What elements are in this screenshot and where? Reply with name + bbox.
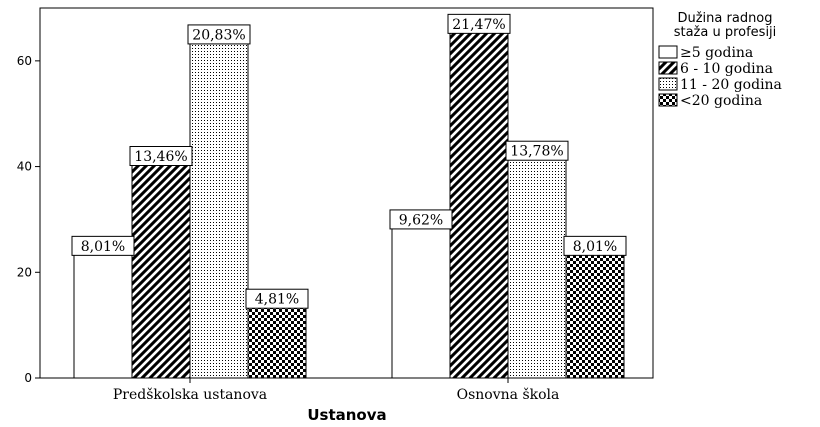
bar [189,33,249,379]
data-label: 13,46% [134,149,187,165]
legend-item-label: 6 - 10 godina [680,61,773,77]
data-label-box [563,235,627,256]
data-label-box [245,288,309,309]
bar [391,218,451,379]
bar [565,245,625,379]
y-tick-label: 20 [17,265,32,279]
legend-title-line-1: Dužina radnog [677,11,772,26]
y-tick-label: 0 [24,371,32,385]
legend-item-label: 11 - 20 godina [680,77,782,93]
bar [507,150,567,379]
x-category-label: Predškolska ustanova [113,386,267,403]
legend-title-line-2: staža u profesiji [674,25,777,40]
data-label: 9,62% [399,212,443,228]
data-label-box [447,13,511,34]
data-label: 20,83% [192,27,245,43]
bar [449,23,509,379]
data-label-box [71,235,135,256]
data-label-box [187,24,251,45]
legend-item-label: ≥5 godina [680,45,753,61]
x-axis-title: Ustanova [307,406,386,424]
legend-swatch [658,77,678,91]
data-label: 8,01% [573,239,617,255]
legend-swatch [658,61,678,75]
x-category-label: Osnovna škola [457,386,560,403]
data-label: 8,01% [81,239,125,255]
bar [131,155,191,379]
legend-swatch [658,93,678,107]
data-label: 21,47% [452,17,505,33]
legend-item-label: <20 godina [680,93,762,109]
bar [73,245,133,379]
legend-swatch [658,45,678,59]
bar [247,298,307,379]
y-tick-label: 40 [17,160,32,174]
data-label-box [129,146,193,166]
data-label-box [505,140,569,161]
y-tick-label: 60 [17,54,32,68]
data-label-box [389,209,453,230]
data-label: 4,81% [255,292,299,308]
data-label: 13,78% [510,144,563,160]
